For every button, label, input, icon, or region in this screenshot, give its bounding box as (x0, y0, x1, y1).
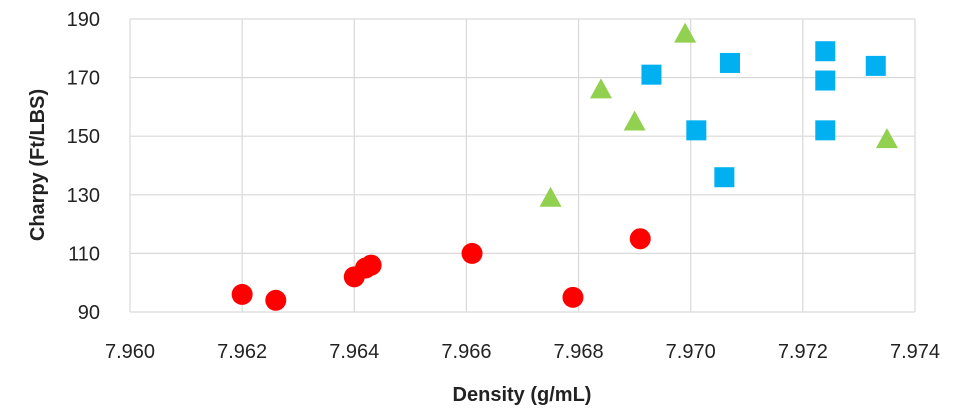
x-tick-label: 7.962 (217, 341, 267, 363)
x-tick-label: 7.966 (441, 341, 491, 363)
data-point-circle (360, 254, 382, 276)
data-point-square (865, 55, 886, 76)
data-point-circle (231, 283, 253, 305)
y-tick-label: 170 (67, 68, 100, 90)
series-circle-markers (231, 228, 651, 311)
y-tick-label: 150 (67, 126, 100, 148)
data-point-circle (629, 228, 651, 250)
x-tick-label: 7.972 (778, 341, 828, 363)
y-tick-label: 130 (67, 185, 100, 207)
series-square-markers (641, 41, 886, 188)
x-tick-label: 7.964 (329, 341, 379, 363)
x-tick-label: 7.960 (105, 341, 155, 363)
x-axis-title: Density (g/mL) (453, 384, 592, 406)
data-point-triangle (590, 78, 612, 99)
data-point-triangle (539, 186, 562, 207)
data-point-square (815, 41, 836, 62)
data-point-circle (265, 289, 287, 311)
data-point-square (815, 70, 836, 91)
y-axis-ticks: 90 110 130 150 170 190 (67, 9, 100, 324)
x-tick-label: 7.974 (890, 341, 940, 363)
data-point-circle (461, 242, 483, 264)
data-point-triangle (623, 110, 646, 131)
data-point-square (686, 120, 707, 141)
data-point-square (641, 64, 662, 85)
y-tick-label: 190 (67, 9, 100, 31)
y-axis-title: Charpy (Ft/LBS) (27, 89, 49, 241)
x-tick-label: 7.970 (666, 341, 716, 363)
x-tick-label: 7.968 (554, 341, 604, 363)
x-axis-ticks: 7.960 7.962 7.964 7.966 7.968 7.970 7.972 7.974 (105, 341, 940, 363)
gridlines (129, 18, 916, 313)
data-point-triangle (674, 22, 697, 43)
data-points (231, 22, 898, 311)
data-point-triangle (875, 128, 898, 149)
data-point-square (815, 120, 836, 141)
data-point-square (714, 167, 735, 188)
y-tick-label: 90 (78, 302, 100, 324)
series-triangle-markers (539, 22, 898, 207)
data-point-circle (562, 286, 584, 308)
data-point-square (719, 52, 740, 73)
y-tick-label: 110 (68, 243, 100, 265)
